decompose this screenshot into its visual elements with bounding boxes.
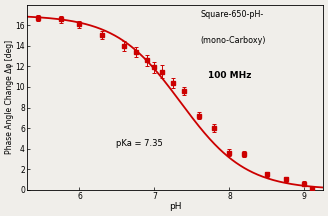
Text: Square-650-pH-: Square-650-pH- bbox=[200, 10, 263, 19]
Text: 100 MHz: 100 MHz bbox=[208, 71, 251, 80]
Y-axis label: Phase Angle Change Δφ [deg]: Phase Angle Change Δφ [deg] bbox=[5, 40, 14, 154]
Text: pKa = 7.35: pKa = 7.35 bbox=[116, 139, 163, 148]
X-axis label: pH: pH bbox=[169, 202, 181, 211]
Text: (mono-Carboxy): (mono-Carboxy) bbox=[200, 36, 266, 45]
